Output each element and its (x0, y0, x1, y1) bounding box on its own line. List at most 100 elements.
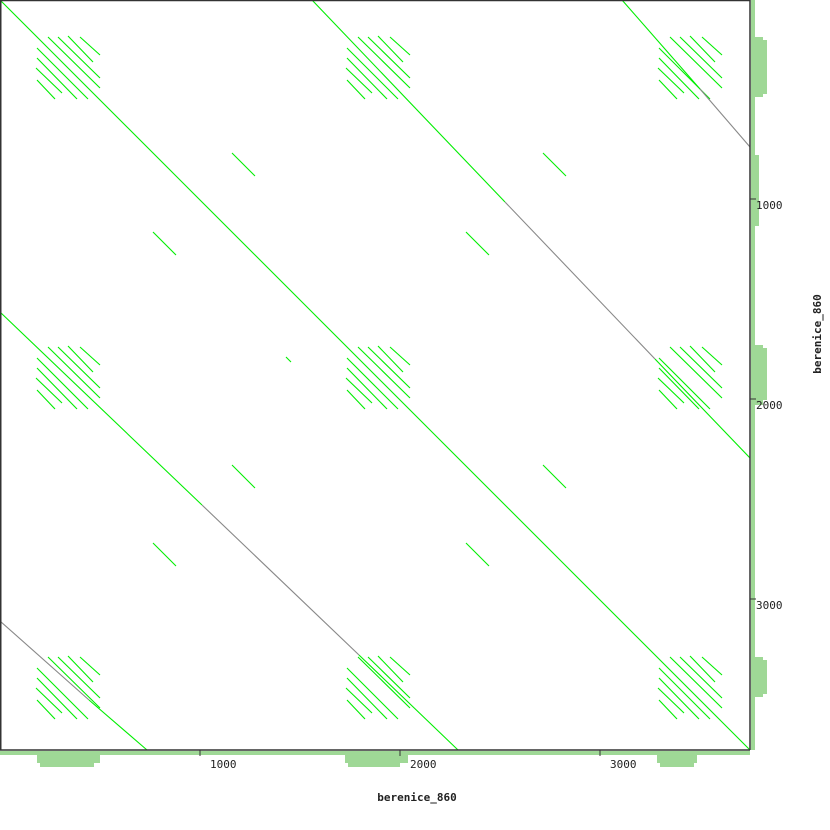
y-coverage-bar (751, 40, 767, 94)
repeat-match-segment (35, 377, 63, 404)
match-segment (654, 358, 751, 459)
repeat-match-segment (36, 667, 89, 720)
repeat-match-segment (47, 36, 101, 89)
repeat-match-segment (658, 57, 700, 100)
repeat-match-segment (377, 655, 404, 683)
x-axis-ticks: 1000 2000 3000 (199, 750, 637, 771)
repeat-match-segment (357, 346, 411, 399)
weak-match-segment (699, 88, 751, 148)
repeat-match-segment (658, 367, 700, 410)
repeat-match-segment (658, 677, 700, 720)
repeat-match-segment (389, 346, 411, 366)
x-tick-label: 1000 (210, 758, 237, 771)
y-axis-title: berenice_860 (811, 294, 824, 373)
weak-match-segment (0, 620, 90, 701)
repeat-match-segment (67, 345, 94, 373)
x-coverage-histogram (0, 751, 750, 767)
match-segment (465, 542, 490, 567)
repeat-match-segment (367, 656, 411, 699)
match-segment (0, 311, 203, 506)
match-segment (542, 464, 567, 489)
x-tick-label: 2000 (410, 758, 437, 771)
repeat-match-segment (701, 36, 723, 56)
repeat-match-segment (345, 687, 373, 714)
repeat-match-segment (657, 377, 685, 404)
x-coverage-bar (660, 751, 694, 767)
y-tick-label: 2000 (756, 399, 783, 412)
repeat-match-segment (689, 655, 716, 683)
repeat-match-segment (669, 656, 723, 709)
repeat-match-segment (345, 67, 373, 94)
repeat-match-segment (346, 367, 388, 410)
repeat-match-segment (367, 36, 411, 79)
repeat-match-segment (79, 346, 101, 366)
repeat-match-segment (346, 79, 366, 100)
match-segment (358, 654, 459, 751)
match-segment (152, 231, 177, 256)
match-segment (542, 152, 567, 177)
repeat-match-segment (701, 656, 723, 676)
repeat-match-segment (35, 687, 63, 714)
repeat-match-segment (389, 656, 411, 676)
y-tick-label: 1000 (756, 199, 783, 212)
repeat-match-segment (658, 699, 678, 720)
repeat-match-segment (669, 346, 723, 399)
y-tick-label: 3000 (756, 599, 783, 612)
x-coverage-bar (348, 751, 400, 767)
match-segment (621, 0, 701, 90)
repeat-match-segment (389, 36, 411, 56)
y-coverage-bar (751, 348, 767, 400)
y-coverage-bar (751, 660, 767, 694)
x-axis-title: berenice_860 (377, 791, 456, 804)
repeat-match-segment (367, 346, 411, 389)
match-segment (231, 464, 256, 489)
repeat-match-segment (658, 389, 678, 410)
repeat-match-segment (346, 57, 388, 100)
repeat-match-segment (36, 389, 56, 410)
repeat-match-segment (669, 36, 723, 89)
repeat-match-segment (47, 656, 101, 709)
repeat-match-segment (67, 655, 94, 683)
repeat-match-segment (36, 367, 78, 410)
repeat-match-segment (346, 357, 399, 410)
repeat-match-segment (346, 47, 399, 100)
repeat-match-segment (657, 67, 685, 94)
y-coverage-bar (751, 155, 759, 226)
x-coverage-bar (40, 751, 94, 767)
match-segment (152, 542, 177, 567)
repeat-match-segment (47, 346, 101, 399)
repeat-match-segment (377, 35, 404, 63)
repeat-match-segment (658, 79, 678, 100)
x-tick-label: 3000 (610, 758, 637, 771)
repeat-match-segment (79, 656, 101, 676)
repeat-match-segment (377, 345, 404, 373)
repeat-match-segment (57, 656, 101, 699)
weak-match-segment (504, 201, 656, 360)
repeat-match-segment (657, 687, 685, 714)
repeat-match-segment (357, 36, 411, 89)
repeat-match-segment (79, 36, 101, 56)
match-segment (285, 356, 292, 363)
match-segment (231, 152, 256, 177)
y-coverage-histogram (751, 0, 767, 750)
match-segment (465, 231, 490, 256)
match-segment (0, 0, 751, 751)
repeat-match-segment (658, 357, 711, 410)
repeat-match-segment (345, 377, 373, 404)
repeat-match-segment (346, 389, 366, 410)
repeat-match-segment (346, 677, 388, 720)
repeat-match-segment (679, 346, 723, 389)
match-segment (311, 0, 506, 203)
repeat-match-segment (36, 699, 56, 720)
repeat-match-segment (689, 345, 716, 373)
repeat-match-segment (679, 36, 723, 79)
repeat-match-segment (346, 667, 399, 720)
repeat-match-segment (36, 357, 89, 410)
repeat-match-segment (701, 346, 723, 366)
repeat-match-segment (36, 677, 78, 720)
y-axis-ticks: 1000 2000 3000 (750, 198, 783, 612)
repeat-match-segment (689, 35, 716, 63)
repeat-match-segment (36, 79, 56, 100)
repeat-match-segment (57, 36, 101, 79)
